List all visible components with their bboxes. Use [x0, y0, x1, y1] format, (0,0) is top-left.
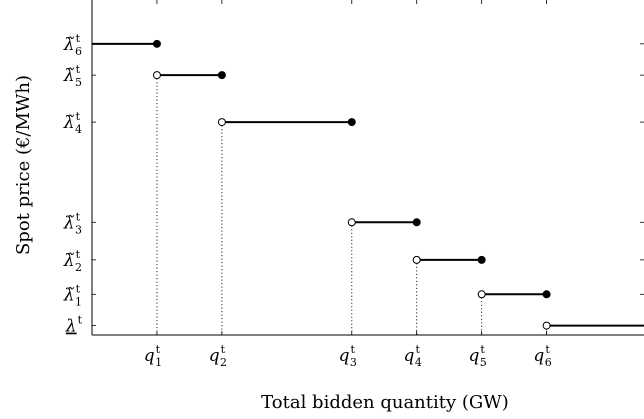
filled-point-1: [152, 39, 161, 48]
y-tick-label-7: λt: [65, 314, 83, 337]
y-tick-label-3: λ̃t 4: [63, 110, 82, 136]
filled-point-3: [347, 118, 356, 127]
filled-point-2: [217, 71, 226, 80]
y-tick-label-6: λ̃t 1: [63, 282, 82, 308]
filled-point-6: [542, 290, 551, 299]
y-axis-title: Spot price (€/MWh): [13, 75, 34, 255]
x-tick-label-2: qt 2: [209, 343, 227, 369]
open-point-6: [477, 290, 486, 299]
open-point-3: [217, 118, 226, 127]
y-tick-label-4: λ̃t 3: [63, 210, 82, 236]
filled-point-4: [412, 218, 421, 227]
open-point-2: [152, 71, 161, 80]
open-point-4: [347, 218, 356, 227]
x-tick-label-6: qt 6: [533, 343, 551, 369]
x-tick-label-3: qt 3: [339, 343, 357, 369]
x-axis-title: Total bidden quantity (GW): [261, 392, 509, 413]
open-point-7: [542, 321, 551, 330]
x-tick-label-4: qt 4: [404, 343, 422, 369]
open-point-5: [412, 255, 421, 264]
x-tick-label-1: qt 1: [144, 343, 162, 369]
y-tick-label-2: λ̃t 5: [63, 63, 82, 89]
y-tick-label-1: λ̃t 6: [63, 32, 82, 58]
x-tick-label-5: qt 5: [468, 343, 486, 369]
y-tick-label-5: λ̃t 2: [63, 248, 82, 274]
filled-point-5: [477, 255, 486, 264]
